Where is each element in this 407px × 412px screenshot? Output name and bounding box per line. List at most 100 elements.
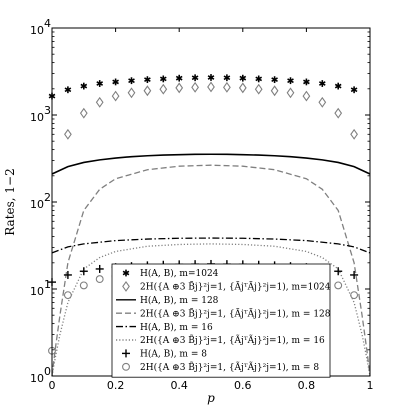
diamond-shape <box>191 81 199 93</box>
data-point <box>334 281 343 290</box>
data-point <box>191 74 199 82</box>
data-point <box>223 81 231 93</box>
data-point <box>350 86 358 94</box>
series-4 <box>51 164 371 377</box>
legend-label: H(A, B), m = 16 <box>140 322 213 333</box>
data-point <box>238 82 247 94</box>
asterisk-stroke <box>334 83 342 89</box>
asterisk-stroke <box>96 81 104 86</box>
legend-entry-3: H(A, B), m = 128 <box>116 295 219 306</box>
legend-entry-1: H(A, B), m=1024 <box>122 268 219 279</box>
data-point <box>127 87 136 99</box>
diamond-shape <box>159 83 168 95</box>
y-tick-label: 10 <box>30 111 44 124</box>
asterisk-stroke <box>207 75 215 80</box>
legend-label: 2H({A ⊕3 B̃j}²j=1, {ÃjᵀÃj}²j=1), m = 8 <box>140 361 319 373</box>
data-point <box>79 281 88 290</box>
data-point <box>128 77 135 85</box>
data-point <box>175 82 184 94</box>
legend-label: H(A, B), m = 128 <box>140 295 219 306</box>
legend-label: 2H({A ⊕3 B̃j}²j=1, {ÃjᵀÃj}²j=1), m=1024 <box>140 281 331 293</box>
legend-label: 2H({A ⊕3 B̃j}²j=1, {ÃjᵀÃj}²j=1), m = 128 <box>140 307 331 319</box>
series-2 <box>64 81 358 140</box>
diamond-shape <box>238 82 247 94</box>
x-tick-label: 0.6 <box>234 379 252 392</box>
data-point <box>95 275 104 284</box>
asterisk-stroke <box>144 77 151 83</box>
asterisk-stroke <box>271 77 278 83</box>
diamond-shape <box>270 85 279 97</box>
x-tick-label: 0.4 <box>170 379 188 392</box>
asterisk-stroke <box>239 75 247 81</box>
data-point <box>287 77 294 85</box>
legend-marker-swatch <box>122 269 130 277</box>
diamond-shape <box>143 85 152 97</box>
data-point <box>63 270 72 279</box>
circle-shape <box>95 275 104 284</box>
asterisk-stroke <box>318 81 326 86</box>
data-point <box>207 81 215 93</box>
diamond-shape <box>122 280 130 292</box>
asterisk-stroke <box>191 75 199 81</box>
legend-label: 2H({A ⊕3 B̃j}²j=1, {ÃjᵀÃj}²j=1), m = 16 <box>140 334 325 346</box>
y-tick-label: 10 <box>30 285 44 298</box>
y-tick-exponent: 0 <box>44 365 51 378</box>
legend-label: H(A, B), m = 8 <box>140 349 207 360</box>
asterisk-stroke <box>223 75 231 81</box>
series-line <box>51 164 371 377</box>
data-point <box>143 85 152 97</box>
y-tick-exponent: 1 <box>44 278 51 291</box>
data-point <box>303 78 310 86</box>
data-point <box>96 80 104 87</box>
data-point <box>271 76 278 84</box>
data-point <box>175 74 183 82</box>
y-tick-exponent: 4 <box>44 17 51 30</box>
asterisk-stroke <box>303 79 310 85</box>
legend: H(A, B), m=1024 2H({A ⊕3 B̃j}²j=1, {ÃjᵀÃj… <box>111 263 331 378</box>
data-point <box>159 83 168 95</box>
x-tick-label: 1 <box>367 379 374 392</box>
x-tick-label: 0.8 <box>298 379 316 392</box>
legend-label: H(A, B), m=1024 <box>140 268 219 279</box>
asterisk-stroke <box>175 75 183 81</box>
data-point <box>112 78 119 86</box>
diamond-shape <box>302 90 311 102</box>
diamond-shape <box>286 87 295 99</box>
diamond-shape <box>318 96 327 108</box>
data-point <box>334 267 343 276</box>
asterisk-stroke <box>112 79 119 85</box>
series-1 <box>48 74 358 100</box>
data-point <box>350 128 358 140</box>
legend-entry-5: H(A, B), m = 16 <box>116 322 213 333</box>
circle-shape <box>350 291 359 300</box>
diamond-shape <box>111 90 120 102</box>
legend-entry-6: 2H({A ⊕3 B̃j}²j=1, {ÃjᵀÃj}²j=1), m = 16 <box>116 334 325 346</box>
data-point <box>239 74 247 82</box>
diamond-shape <box>127 87 136 99</box>
data-point <box>144 76 151 84</box>
diamond-shape <box>175 82 184 94</box>
circle-shape <box>63 291 72 300</box>
data-point <box>207 74 215 81</box>
diamond-shape <box>334 107 343 119</box>
data-point <box>302 90 311 102</box>
data-point <box>286 87 295 99</box>
y-tick-label: 10 <box>30 24 44 37</box>
data-point <box>79 267 88 276</box>
legend-entry-4: 2H({A ⊕3 B̃j}²j=1, {ÃjᵀÃj}²j=1), m = 128 <box>116 307 331 319</box>
asterisk-stroke <box>128 78 135 84</box>
y-tick-exponent: 2 <box>44 191 51 204</box>
asterisk-stroke <box>122 270 130 276</box>
diamond-shape <box>350 128 358 140</box>
data-point <box>334 82 342 90</box>
series-line <box>51 237 371 254</box>
data-point <box>159 75 167 83</box>
diamond-shape <box>207 81 215 93</box>
data-point <box>64 86 72 94</box>
diamond-shape <box>254 83 263 95</box>
data-point <box>95 96 104 108</box>
data-point <box>111 90 120 102</box>
asterisk-stroke <box>159 76 167 82</box>
data-point <box>63 291 72 300</box>
